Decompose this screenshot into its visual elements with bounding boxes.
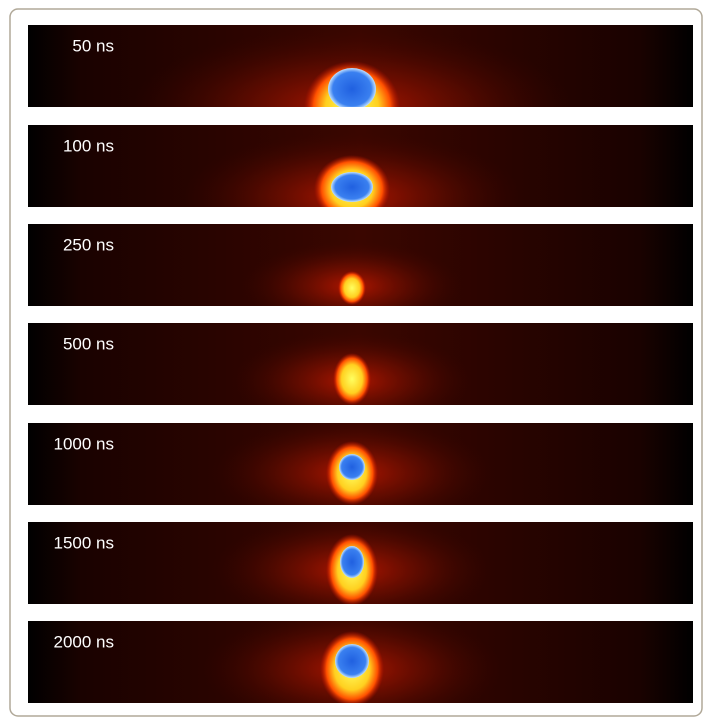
hot-center [331, 172, 373, 202]
time-label: 1000 ns [54, 434, 115, 453]
core [333, 353, 371, 405]
time-label: 50 ns [72, 36, 114, 55]
time-label: 100 ns [63, 136, 114, 155]
time-label: 250 ns [63, 235, 114, 254]
figure: 50 ns 100 ns 250 ns 500 ns 1000 ns 1500 ns 200… [0, 0, 705, 719]
hot-center [340, 546, 364, 578]
time-label: 2000 ns [54, 632, 115, 651]
frame: 2000 ns [28, 609, 693, 719]
time-label: 500 ns [63, 334, 114, 353]
hot-center [328, 68, 376, 110]
hot-center [335, 644, 369, 678]
time-label: 1500 ns [54, 533, 115, 552]
hot-center [339, 454, 365, 480]
core [338, 271, 366, 305]
